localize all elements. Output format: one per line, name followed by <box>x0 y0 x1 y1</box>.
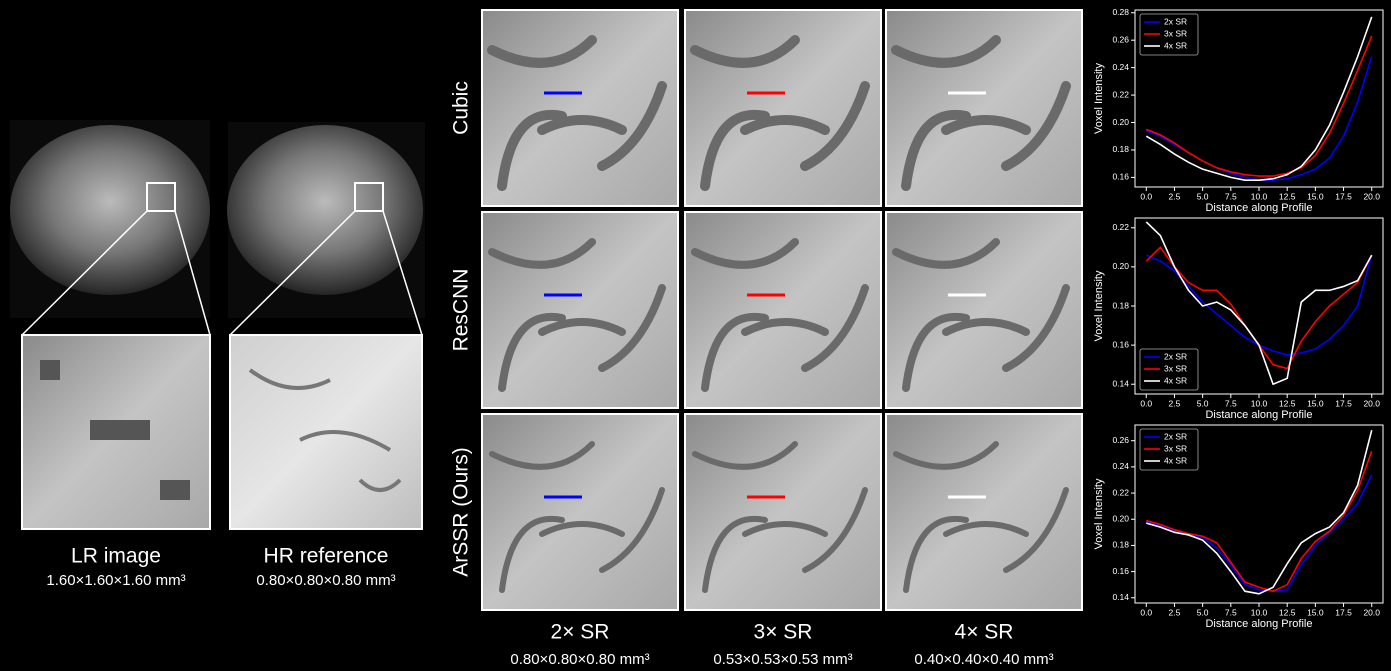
y-tick-label: 0.18 <box>1112 300 1129 310</box>
sr-patch-grid: Cubic ResCNN ArSSR (Ours) 2× SR 0.80×0.80×0.… <box>450 10 1082 668</box>
y-tick-label: 0.26 <box>1112 435 1129 445</box>
x-axis-label: Distance along Profile <box>1205 409 1312 421</box>
y-axis-label: Voxel Intensity <box>1093 63 1105 134</box>
row-label: ResCNN <box>450 269 473 352</box>
y-tick-label: 0.20 <box>1112 261 1129 271</box>
legend-label: 3x SR <box>1164 363 1187 373</box>
x-tick-label: 10.0 <box>1251 607 1268 617</box>
legend-label: 2x SR <box>1164 351 1187 361</box>
x-tick-label: 7.5 <box>1225 398 1237 408</box>
legend-label: 2x SR <box>1164 16 1187 26</box>
row-label: ArSSR (Ours) <box>450 447 473 577</box>
x-tick-label: 20.0 <box>1363 607 1380 617</box>
legend-label: 4x SR <box>1164 40 1187 50</box>
x-tick-label: 10.0 <box>1251 191 1268 201</box>
sr-patch <box>482 414 678 610</box>
column-resolution: 0.53×0.53×0.53 mm³ <box>713 651 852 668</box>
x-tick-label: 15.0 <box>1307 191 1324 201</box>
lr-label: LR image <box>71 545 161 568</box>
column-resolution: 0.40×0.40×0.40 mm³ <box>914 651 1053 668</box>
figure: LR image 1.60×1.60×1.60 mm³ HR reference… <box>0 0 1391 671</box>
x-tick-label: 7.5 <box>1225 607 1237 617</box>
y-tick-label: 0.18 <box>1112 540 1129 550</box>
lr-zoom-patch <box>22 335 210 529</box>
x-axis-label: Distance along Profile <box>1205 618 1312 630</box>
sr-patch <box>886 414 1082 610</box>
hr-brain-image <box>227 122 425 318</box>
x-tick-label: 20.0 <box>1363 398 1380 408</box>
x-tick-label: 12.5 <box>1279 191 1296 201</box>
x-tick-label: 15.0 <box>1307 607 1324 617</box>
legend-label: 3x SR <box>1164 28 1187 38</box>
x-axis-label: Distance along Profile <box>1205 202 1312 214</box>
x-tick-label: 0.0 <box>1140 191 1152 201</box>
y-axis-label: Voxel Intensity <box>1093 478 1105 549</box>
x-tick-label: 7.5 <box>1225 191 1237 201</box>
x-tick-label: 17.5 <box>1335 191 1352 201</box>
legend-label: 4x SR <box>1164 455 1187 465</box>
legend-label: 4x SR <box>1164 375 1187 385</box>
x-tick-label: 5.0 <box>1197 607 1209 617</box>
y-tick-label: 0.16 <box>1112 339 1129 349</box>
column-resolution: 0.80×0.80×0.80 mm³ <box>510 651 649 668</box>
x-tick-label: 5.0 <box>1197 191 1209 201</box>
x-tick-label: 20.0 <box>1363 191 1380 201</box>
sr-patch <box>886 212 1082 408</box>
legend-label: 3x SR <box>1164 443 1187 453</box>
y-tick-label: 0.22 <box>1112 222 1129 232</box>
x-tick-label: 15.0 <box>1307 398 1324 408</box>
y-tick-label: 0.20 <box>1112 513 1129 523</box>
x-tick-label: 2.5 <box>1169 607 1181 617</box>
y-tick-label: 0.26 <box>1112 34 1129 44</box>
x-tick-label: 0.0 <box>1140 607 1152 617</box>
x-tick-label: 12.5 <box>1279 607 1296 617</box>
lr-resolution: 1.60×1.60×1.60 mm³ <box>46 572 185 589</box>
x-tick-label: 5.0 <box>1197 398 1209 408</box>
y-tick-label: 0.24 <box>1112 461 1129 471</box>
y-tick-label: 0.14 <box>1112 378 1129 388</box>
lr-brain-image <box>10 120 210 318</box>
sr-patch <box>685 414 881 610</box>
y-axis-label: Voxel Intensity <box>1093 270 1105 341</box>
x-tick-label: 2.5 <box>1169 398 1181 408</box>
sr-patch <box>685 212 881 408</box>
x-tick-label: 12.5 <box>1279 398 1296 408</box>
x-tick-label: 17.5 <box>1335 398 1352 408</box>
y-tick-label: 0.28 <box>1112 7 1129 17</box>
x-tick-label: 10.0 <box>1251 398 1268 408</box>
sr-patch <box>482 212 678 408</box>
hr-zoom-patch <box>230 335 422 529</box>
legend-label: 2x SR <box>1164 431 1187 441</box>
column-label: 4× SR <box>955 621 1014 644</box>
y-tick-label: 0.22 <box>1112 89 1129 99</box>
profile-charts: 0.0 2.5 5.0 7.5 10.0 12.5 15.0 17.5 20.0 0.16 0.18… <box>1093 7 1383 630</box>
x-tick-label: 0.0 <box>1140 398 1152 408</box>
y-tick-label: 0.16 <box>1112 566 1129 576</box>
x-tick-label: 17.5 <box>1335 607 1352 617</box>
y-tick-label: 0.14 <box>1112 592 1129 602</box>
y-tick-label: 0.22 <box>1112 487 1129 497</box>
hr-resolution: 0.80×0.80×0.80 mm³ <box>256 572 395 589</box>
hr-label: HR reference <box>264 545 389 568</box>
y-tick-label: 0.24 <box>1112 62 1129 72</box>
y-tick-label: 0.16 <box>1112 172 1129 182</box>
row-label: Cubic <box>450 81 473 135</box>
y-tick-label: 0.20 <box>1112 117 1129 127</box>
y-tick-label: 0.18 <box>1112 144 1129 154</box>
column-label: 2× SR <box>551 621 610 644</box>
x-tick-label: 2.5 <box>1169 191 1181 201</box>
column-label: 3× SR <box>754 621 813 644</box>
